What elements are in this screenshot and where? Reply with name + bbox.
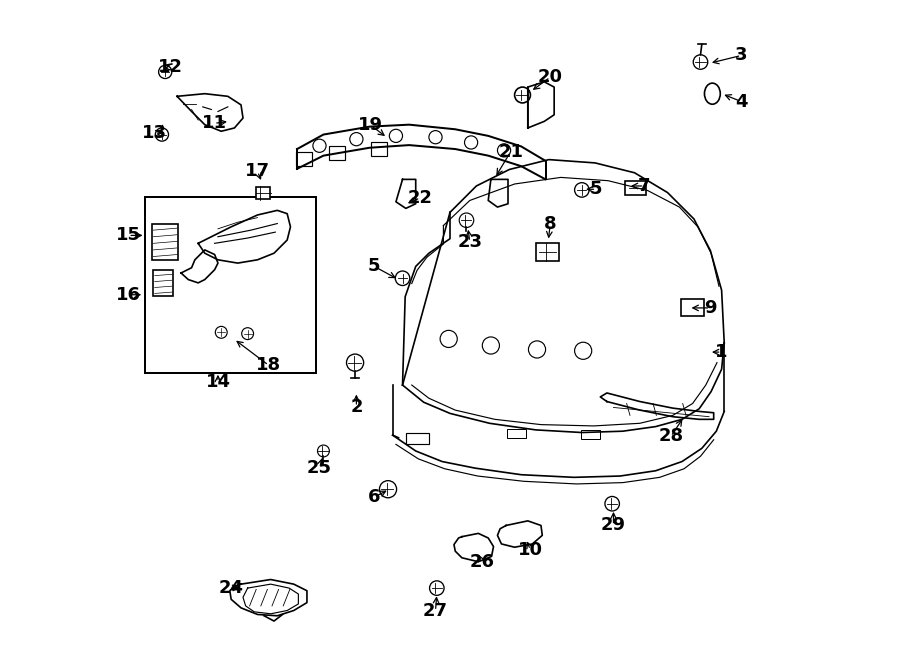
Bar <box>256 187 270 199</box>
Circle shape <box>380 481 397 498</box>
Circle shape <box>605 496 619 511</box>
Bar <box>626 181 646 195</box>
Text: 1: 1 <box>716 343 728 361</box>
Text: 12: 12 <box>158 58 183 76</box>
Circle shape <box>429 581 444 595</box>
Circle shape <box>574 342 591 359</box>
Circle shape <box>459 213 473 228</box>
Circle shape <box>515 87 530 103</box>
Bar <box>328 146 345 160</box>
Text: 20: 20 <box>537 68 562 86</box>
Text: 5: 5 <box>590 180 603 198</box>
Circle shape <box>242 328 254 340</box>
Circle shape <box>350 132 363 146</box>
Circle shape <box>158 66 172 79</box>
Text: 3: 3 <box>735 46 748 64</box>
Text: 21: 21 <box>498 143 523 161</box>
Circle shape <box>156 128 168 141</box>
Text: 27: 27 <box>423 602 448 620</box>
Text: 19: 19 <box>358 117 383 134</box>
Circle shape <box>574 183 590 197</box>
Bar <box>680 299 705 316</box>
Bar <box>406 432 429 444</box>
Text: 14: 14 <box>205 373 230 391</box>
Text: 2: 2 <box>350 398 363 416</box>
Text: 28: 28 <box>658 428 683 446</box>
Circle shape <box>429 130 442 144</box>
Circle shape <box>318 445 329 457</box>
Text: 16: 16 <box>116 286 140 304</box>
Circle shape <box>693 55 707 70</box>
Circle shape <box>528 341 545 358</box>
Circle shape <box>498 144 510 157</box>
Circle shape <box>346 354 364 371</box>
Text: 6: 6 <box>368 488 381 506</box>
Text: 11: 11 <box>202 115 227 132</box>
Bar <box>371 142 387 156</box>
Text: 9: 9 <box>704 299 716 317</box>
Text: 17: 17 <box>245 162 270 181</box>
Circle shape <box>482 337 500 354</box>
Text: 18: 18 <box>256 356 282 374</box>
Bar <box>580 430 600 439</box>
Circle shape <box>440 330 457 348</box>
Text: 13: 13 <box>142 124 167 142</box>
Circle shape <box>395 271 410 285</box>
Text: 15: 15 <box>116 226 140 244</box>
Text: 25: 25 <box>307 459 332 477</box>
Text: 24: 24 <box>219 579 244 597</box>
Bar <box>507 428 526 438</box>
Text: 22: 22 <box>408 189 433 207</box>
Bar <box>153 269 173 296</box>
Circle shape <box>313 139 326 152</box>
Text: 5: 5 <box>368 258 381 275</box>
Bar <box>152 224 178 260</box>
Text: 8: 8 <box>544 215 556 233</box>
Circle shape <box>390 129 402 142</box>
Bar <box>146 197 316 373</box>
Text: 29: 29 <box>601 516 626 534</box>
Text: 4: 4 <box>735 93 748 111</box>
Text: 10: 10 <box>518 541 543 559</box>
Circle shape <box>464 136 478 149</box>
Text: 23: 23 <box>457 233 482 251</box>
FancyBboxPatch shape <box>536 243 559 261</box>
Text: 7: 7 <box>638 177 651 195</box>
Ellipse shape <box>705 83 720 104</box>
Bar <box>296 152 311 166</box>
Circle shape <box>215 326 227 338</box>
Text: 26: 26 <box>469 553 494 571</box>
